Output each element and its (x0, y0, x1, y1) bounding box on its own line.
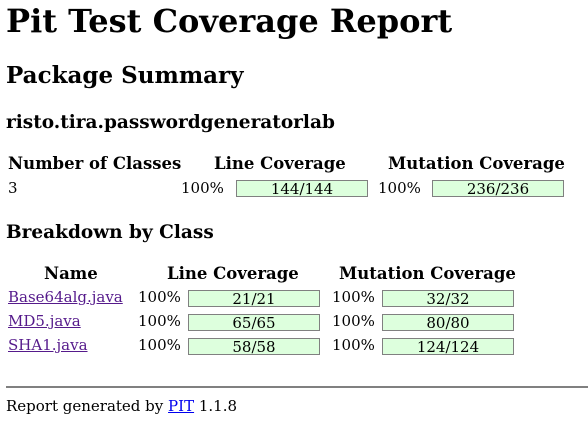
footer-prefix: Report generated by (6, 397, 164, 415)
class-link-sha1[interactable]: SHA1.java (8, 336, 88, 354)
class-line-percent: 100% (138, 336, 181, 354)
header-number-of-classes: Number of Classes (8, 154, 182, 173)
summary-class-count: 3 (8, 179, 18, 197)
header-mutation-coverage: Mutation Coverage (388, 154, 565, 173)
class-line-coverage-bar: 58/58 (188, 338, 320, 355)
pit-version: 1.1.8 (198, 397, 238, 415)
summary-mutation-coverage-bar: 236/236 (432, 180, 564, 197)
summary-line-coverage-bar: 144/144 (236, 180, 368, 197)
header-class-line-coverage: Line Coverage (167, 264, 299, 283)
class-mutation-coverage-bar: 32/32 (382, 290, 514, 307)
summary-line-percent: 100% (181, 179, 224, 197)
class-line-percent: 100% (138, 288, 181, 306)
pit-link[interactable]: PIT (168, 397, 195, 415)
class-line-coverage-bar: 65/65 (188, 314, 320, 331)
class-link-md5[interactable]: MD5.java (8, 312, 81, 330)
header-name: Name (44, 264, 98, 283)
breakdown-heading: Breakdown by Class (6, 222, 214, 243)
report-footer: Report generated by PIT 1.1.8 (6, 397, 237, 415)
class-mutation-percent: 100% (332, 336, 375, 354)
header-class-mutation-coverage: Mutation Coverage (339, 264, 516, 283)
class-mutation-coverage-bar: 80/80 (382, 314, 514, 331)
class-mutation-percent: 100% (332, 312, 375, 330)
class-line-percent: 100% (138, 312, 181, 330)
package-name: risto.tira.passwordgeneratorlab (6, 112, 335, 133)
summary-mutation-percent: 100% (378, 179, 421, 197)
class-link-base64alg[interactable]: Base64alg.java (8, 288, 123, 306)
class-mutation-percent: 100% (332, 288, 375, 306)
report-title: Pit Test Coverage Report (6, 2, 453, 40)
package-summary-heading: Package Summary (6, 62, 244, 89)
class-line-coverage-bar: 21/21 (188, 290, 320, 307)
footer-divider (6, 386, 588, 388)
class-mutation-coverage-bar: 124/124 (382, 338, 514, 355)
header-line-coverage: Line Coverage (214, 154, 346, 173)
